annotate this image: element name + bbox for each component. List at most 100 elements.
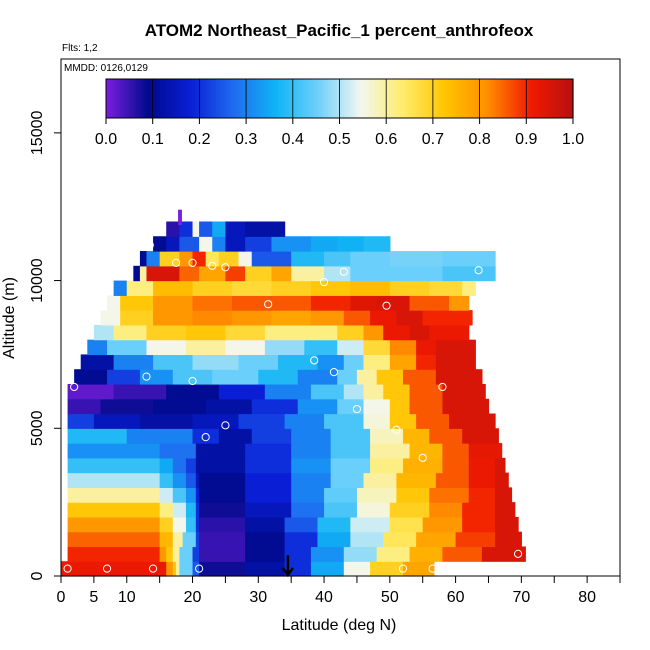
- heatmap-cell-20-1: [139, 265, 148, 282]
- heatmap-cell-8-10: [468, 443, 503, 459]
- colorbar-swatch-87: [309, 79, 313, 118]
- heatmap-cell-6-1: [159, 472, 174, 488]
- colorbar-swatch-9: [127, 79, 130, 118]
- colorbar-swatch-198: [568, 79, 572, 118]
- heatmap-cell-0-5: [192, 561, 200, 577]
- colorbar-swatch-159: [477, 79, 481, 118]
- measurement-marker-2: [148, 564, 158, 573]
- x-tick-label-5: 40: [315, 589, 333, 606]
- x-tick-label-3: 20: [184, 589, 202, 606]
- heatmap-cell-19-3: [192, 280, 233, 296]
- colorbar-swatch-143: [439, 79, 443, 118]
- colorbar-swatch-27: [169, 79, 172, 118]
- colorbar-swatch-194: [558, 79, 562, 118]
- heatmap-cell-20-0: [133, 265, 141, 282]
- colorbar-swatch-193: [556, 79, 560, 118]
- colorbar-swatch-95: [327, 79, 331, 118]
- colorbar-swatch-66: [260, 79, 264, 118]
- heatmap-cell-17-3: [192, 310, 233, 326]
- measurement-marker-14: [188, 376, 197, 386]
- colorbar-swatch-142: [437, 79, 441, 118]
- colorbar-swatch-114: [372, 79, 376, 118]
- heatmap-cell-14-2: [153, 354, 194, 370]
- colorbar-swatch-73: [276, 79, 280, 118]
- heatmap-cell-14-1: [113, 354, 154, 370]
- colorbar-swatch-190: [549, 79, 553, 118]
- heatmap-cell-13-2: [139, 369, 174, 385]
- y-tick-label-1: 5000: [29, 410, 46, 446]
- heatmap-cell-0-10: [343, 561, 371, 577]
- colorbar-swatch-15: [141, 79, 144, 118]
- heatmap-cell-22-4: [212, 236, 227, 252]
- measurement-marker-26: [221, 263, 230, 272]
- heatmap-cell-4-1: [159, 502, 174, 518]
- heatmap-cell-4-0: [67, 502, 161, 518]
- heatmap-cell-11-5: [297, 398, 338, 415]
- heatmap-cell-10-10: [449, 413, 496, 429]
- heatmap-cell-14-6: [317, 354, 345, 370]
- heatmap-cell-9-9: [429, 428, 463, 444]
- colorbar-swatch-133: [416, 79, 420, 118]
- colorbar-swatch-40: [199, 79, 203, 118]
- colorbar-swatch-60: [246, 79, 250, 118]
- heatmap-cell-17-9: [396, 310, 424, 326]
- colorbar-swatch-22: [157, 79, 161, 118]
- heatmap-cell-12-8: [383, 383, 411, 400]
- heatmap-cell-8-5: [291, 443, 332, 459]
- colorbar-swatch-46: [213, 79, 217, 118]
- heatmap-cell-18-6: [310, 295, 351, 311]
- colorbar-swatch-177: [519, 79, 523, 118]
- colorbar-swatch-91: [318, 79, 322, 118]
- measurement-marker-27: [145, 241, 154, 250]
- heatmap-cell-2-4: [195, 531, 200, 548]
- colorbar-swatch-16: [143, 79, 147, 118]
- heatmap-cell-21-12: [350, 251, 391, 267]
- colorbar-swatch-45: [211, 79, 215, 118]
- heatmap-cell-18-5: [271, 295, 312, 311]
- heatmap-cell-12-6: [343, 383, 365, 400]
- heatmap-cell-7-11: [442, 457, 470, 474]
- heatmap-cell-2-5: [199, 531, 246, 548]
- colorbar-swatch-30: [176, 79, 179, 118]
- measurement-marker-13: [142, 372, 151, 381]
- colorbar-swatch-144: [442, 79, 446, 118]
- colorbar-swatch-20: [152, 79, 156, 118]
- heatmap-cell-13-4: [212, 369, 259, 385]
- colorbar-swatch-2: [110, 79, 114, 118]
- colorbar-swatch-94: [325, 79, 329, 118]
- colorbar-swatch-90: [316, 79, 320, 118]
- colorbar-swatch-116: [376, 79, 380, 118]
- heatmap-cell-22-9: [337, 236, 365, 252]
- measurement-marker-15: [329, 368, 339, 377]
- colorbar-swatch-76: [283, 79, 287, 118]
- colorbar-swatch-7: [122, 79, 126, 118]
- colorbar-swatch-125: [397, 79, 401, 118]
- colorbar-swatch-191: [551, 79, 555, 118]
- heatmap-cell-15-5: [264, 339, 305, 356]
- heatmap-cell-17-0: [100, 310, 121, 326]
- heatmap-cell-22-10: [363, 236, 391, 252]
- heatmap-cell-6-9: [363, 472, 397, 488]
- heatmap-cell-15-6: [304, 339, 338, 356]
- colorbar-swatch-132: [414, 79, 418, 118]
- heatmap-cell-4-10: [389, 502, 430, 518]
- heatmap-cell-16-8: [363, 324, 384, 341]
- heatmap-cell-1-13: [442, 546, 483, 562]
- colorbar-swatch-139: [430, 79, 434, 118]
- heatmap-cell-2-13: [495, 531, 522, 548]
- colorbar-swatch-104: [348, 79, 352, 118]
- heatmap-cell-14-5: [278, 354, 319, 370]
- heatmap-cell-6-13: [495, 472, 509, 488]
- heatmap-cell-5-9: [356, 487, 397, 503]
- colorbar-swatch-120: [386, 79, 390, 118]
- heatmap-cell-19-1: [126, 280, 154, 296]
- heatmap-cell-12-9: [409, 383, 444, 400]
- colorbar-swatch-97: [332, 79, 336, 118]
- heatmap-cell-22-0: [153, 236, 167, 252]
- heatmap-cell-21-8: [251, 251, 273, 267]
- colorbar-swatch-153: [463, 79, 467, 118]
- heatmap-cell-15-4: [225, 339, 266, 356]
- colorbar-tick-label-6: 0.6: [375, 131, 397, 148]
- heatmap-cell-10-4: [238, 413, 286, 429]
- colorbar-swatch-158: [474, 79, 478, 118]
